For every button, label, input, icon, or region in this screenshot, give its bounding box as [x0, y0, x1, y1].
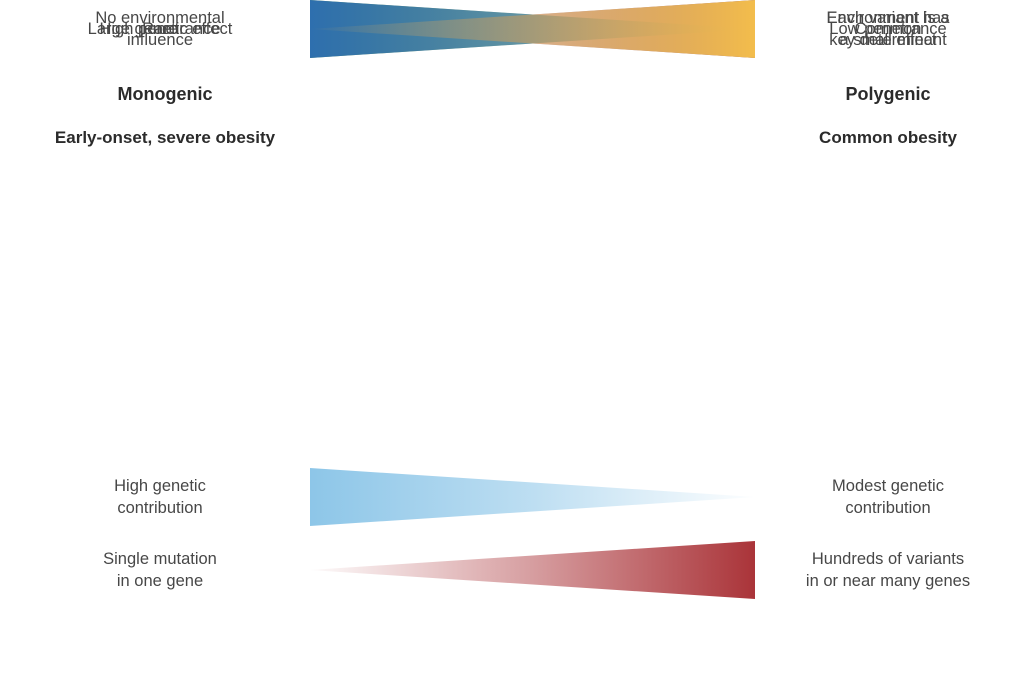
- right-label: Hundreds of variants in or near many gen…: [805, 550, 971, 590]
- right-label: Environment is a key determinant: [826, 9, 950, 49]
- right-label: Each variant has a small effect: [826, 9, 950, 49]
- diagram-row: High genetic contribution Modest genetic…: [0, 468, 1017, 526]
- left-column-subtitle: Early-onset, severe obesity: [54, 128, 276, 147]
- right-label: Modest genetic contribution: [832, 477, 944, 517]
- left-label: Single mutation in one gene: [103, 550, 217, 590]
- high-to-modest-genetic-contribution-wedge: [310, 468, 755, 526]
- right-label: Low penetrance: [829, 20, 947, 38]
- diagram-row: Single mutation in one gene Hundreds of …: [0, 541, 1017, 599]
- single-mutation-to-many-variants-wedge: [310, 541, 755, 599]
- left-label: Rare: [142, 20, 178, 38]
- right-column-subtitle: Common obesity: [819, 128, 957, 147]
- left-label: Large genetic effect: [87, 20, 233, 38]
- environment-influence-wedge: [310, 0, 755, 58]
- right-label: Common: [854, 20, 922, 38]
- diagram-row: No environmental influence Environment i…: [0, 0, 1017, 58]
- left-label: High penetrance: [99, 20, 221, 38]
- right-column-title: Polygenic: [845, 84, 931, 104]
- left-label: High genetic contribution: [114, 477, 206, 517]
- left-column-title: Monogenic: [117, 84, 213, 104]
- left-label: No environmental influence: [95, 9, 225, 49]
